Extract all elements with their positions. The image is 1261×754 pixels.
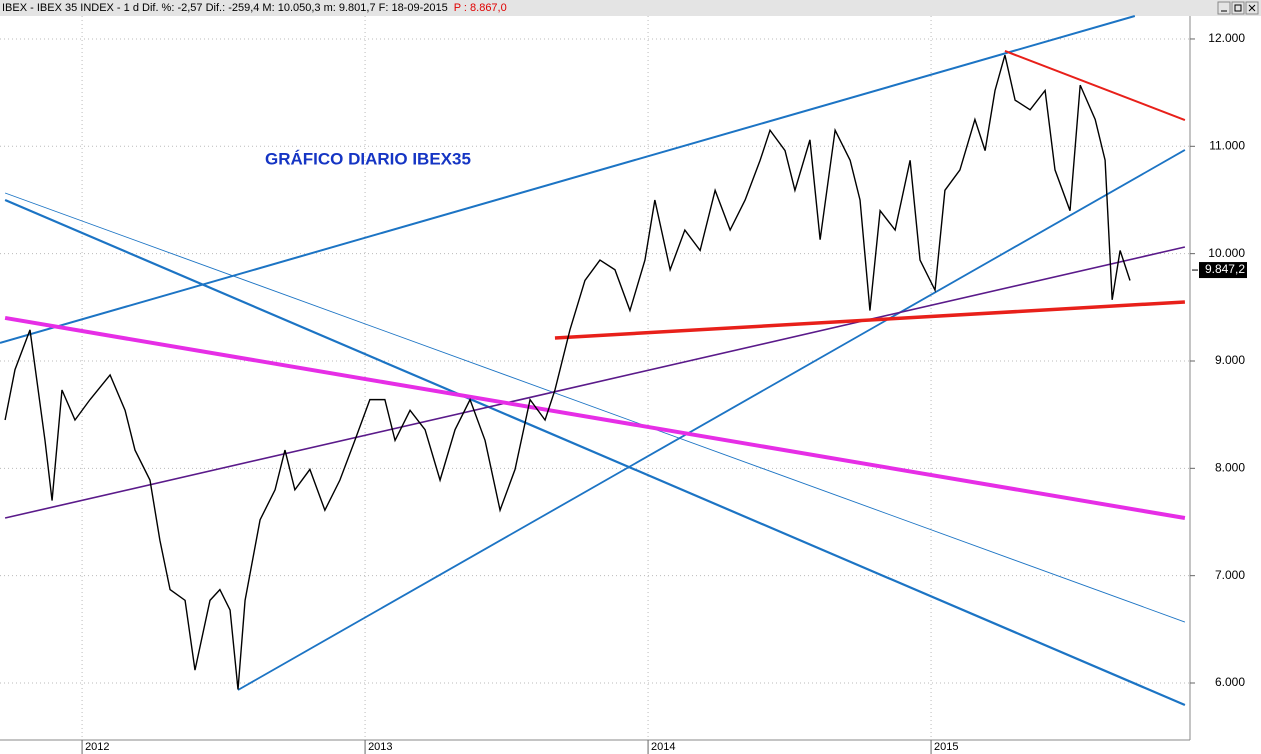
header-bar (0, 0, 1261, 16)
window-controls[interactable] (1217, 1, 1259, 15)
trend-line (1004, 50, 1186, 121)
trend-line (554, 300, 1186, 340)
trend-line (4, 192, 1186, 623)
header-price: P : 8.867,0 (454, 2, 507, 14)
header-info: IBEX - IBEX 35 INDEX - 1 d Dif. %: -2,57… (2, 2, 448, 14)
x-tick-label: 2015 (934, 741, 958, 753)
y-tick-label: 10.000 (1208, 246, 1245, 260)
x-tick-label: 2012 (85, 741, 109, 753)
y-tick-label: 7.000 (1215, 568, 1245, 582)
y-tick-label: 11.000 (1209, 138, 1245, 152)
price-line (4, 54, 1131, 690)
trend-line (4, 198, 1186, 707)
trend-line (4, 315, 1186, 520)
y-tick-label: 12.000 (1208, 31, 1245, 45)
maximize-button[interactable] (1231, 1, 1245, 15)
header-text: IBEX - IBEX 35 INDEX - 1 d Dif. %: -2,57… (2, 2, 507, 14)
last-price-label: 9.847,2 (1205, 262, 1245, 276)
maximize-icon (1234, 4, 1242, 12)
trend-line (0, 15, 1136, 344)
close-icon (1248, 4, 1256, 12)
trend-line (237, 149, 1186, 691)
x-tick-label: 2013 (368, 741, 392, 753)
minimize-button[interactable] (1217, 1, 1231, 15)
chart-title: GRÁFICO DIARIO IBEX35 (265, 149, 471, 168)
trend-line (4, 246, 1186, 519)
last-price-box (1199, 262, 1247, 279)
y-tick-label: 6.000 (1215, 675, 1245, 689)
y-tick-label: 8.000 (1215, 460, 1245, 474)
y-tick-label: 9.000 (1215, 353, 1245, 367)
x-tick-label: 2014 (651, 741, 675, 753)
